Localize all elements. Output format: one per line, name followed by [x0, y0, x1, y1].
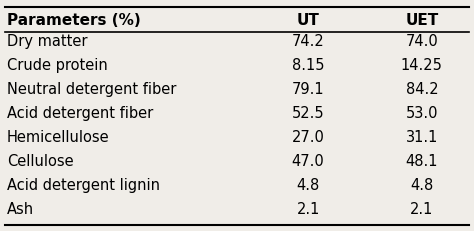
Text: 27.0: 27.0 — [292, 130, 325, 145]
Text: 74.0: 74.0 — [405, 34, 438, 49]
Text: Neutral detergent fiber: Neutral detergent fiber — [7, 82, 176, 97]
Text: Ash: Ash — [7, 203, 34, 217]
Text: 4.8: 4.8 — [410, 178, 434, 193]
Text: Cellulose: Cellulose — [7, 154, 74, 169]
Text: 84.2: 84.2 — [406, 82, 438, 97]
Text: 79.1: 79.1 — [292, 82, 324, 97]
Text: Parameters (%): Parameters (%) — [7, 13, 141, 28]
Text: Acid detergent fiber: Acid detergent fiber — [7, 106, 154, 121]
Text: UET: UET — [405, 13, 438, 28]
Text: 8.15: 8.15 — [292, 58, 324, 73]
Text: 2.1: 2.1 — [410, 203, 434, 217]
Text: Hemicellulose: Hemicellulose — [7, 130, 110, 145]
Text: Crude protein: Crude protein — [7, 58, 108, 73]
Text: 52.5: 52.5 — [292, 106, 324, 121]
Text: UT: UT — [297, 13, 319, 28]
Text: Dry matter: Dry matter — [7, 34, 88, 49]
Text: 2.1: 2.1 — [296, 203, 320, 217]
Text: Acid detergent lignin: Acid detergent lignin — [7, 178, 160, 193]
Text: 47.0: 47.0 — [292, 154, 325, 169]
Text: 53.0: 53.0 — [406, 106, 438, 121]
Text: 48.1: 48.1 — [406, 154, 438, 169]
Text: 31.1: 31.1 — [406, 130, 438, 145]
Text: 74.2: 74.2 — [292, 34, 325, 49]
Text: 4.8: 4.8 — [296, 178, 320, 193]
Text: 14.25: 14.25 — [401, 58, 443, 73]
